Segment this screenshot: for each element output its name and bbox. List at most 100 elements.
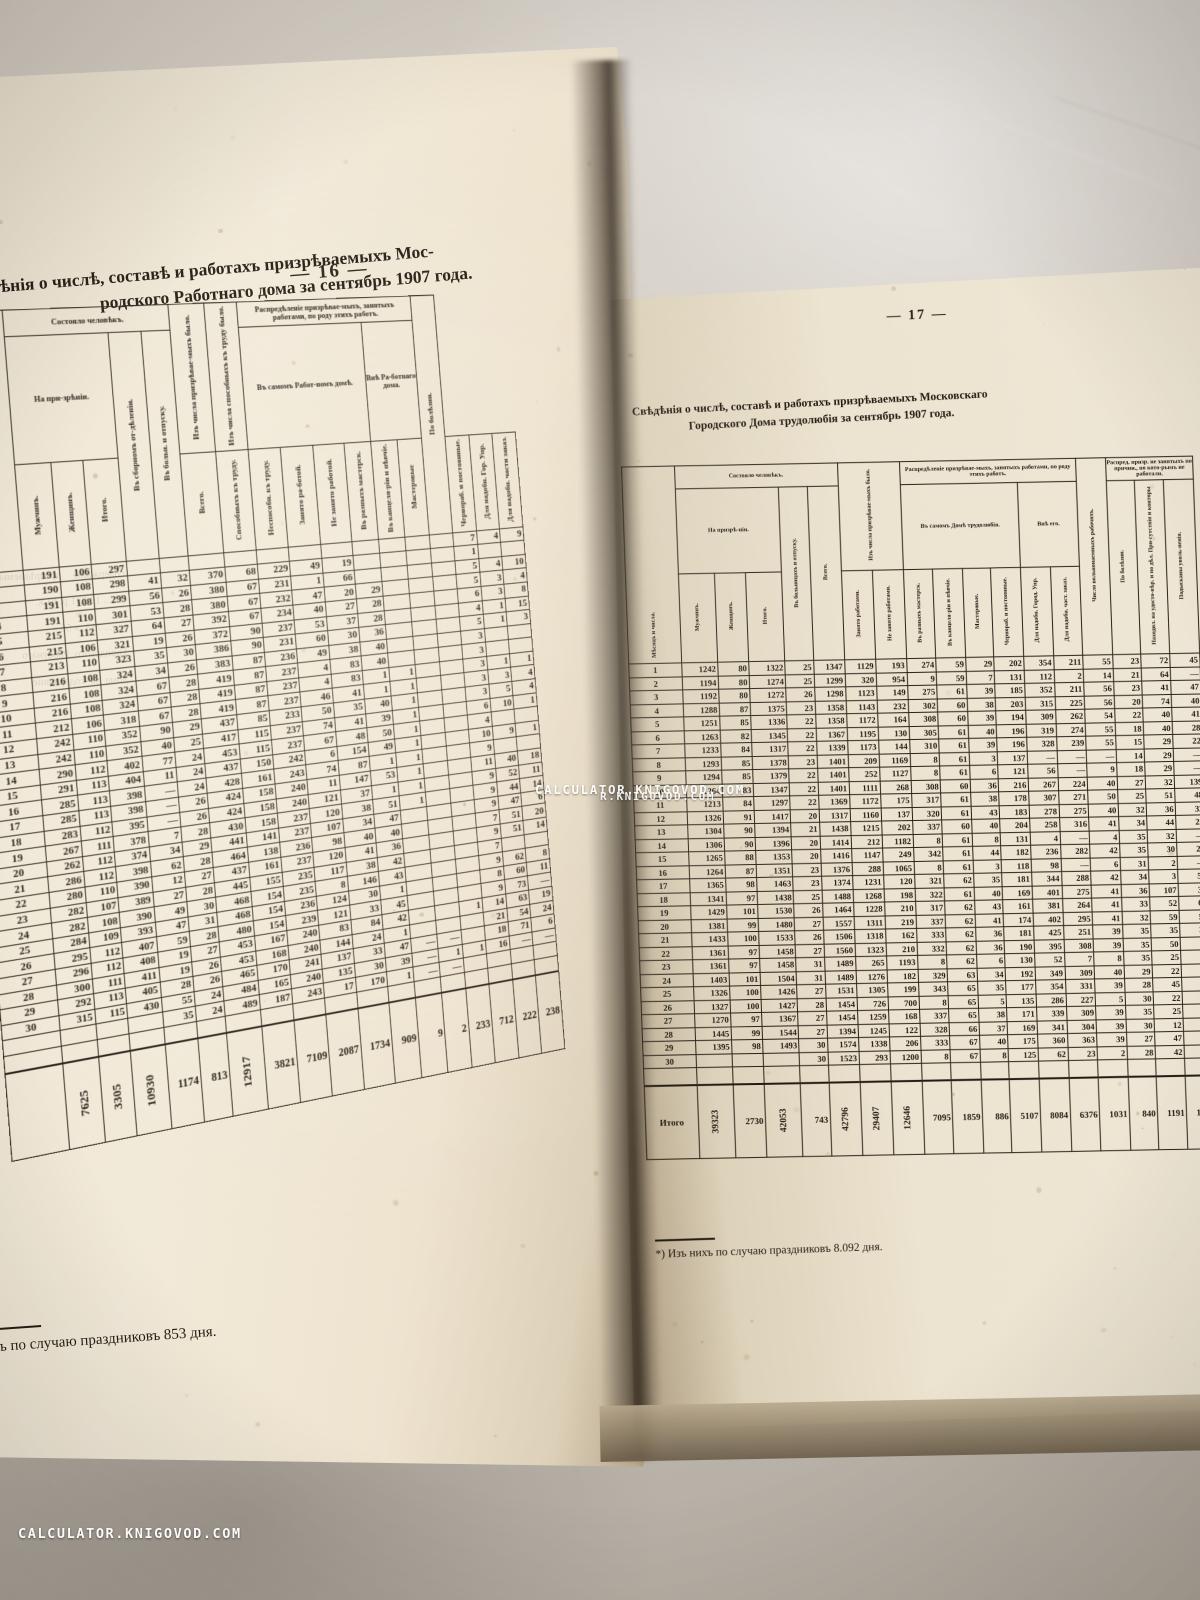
cell-bo: 27 [795, 944, 824, 958]
cell-mv: 39 [969, 738, 998, 752]
paper-foxing-speck [231, 136, 234, 139]
cell-bo: 25 [785, 660, 814, 674]
cell-w: 100 [730, 985, 761, 999]
cell-vn: 54 [1085, 709, 1115, 723]
cell-kn: 60 [938, 711, 968, 725]
cell-bo: 22 [790, 795, 819, 809]
cell-ch: 262 [1055, 709, 1085, 723]
cell-ch: 308 [1064, 939, 1094, 953]
cell-za: 293 [859, 1050, 890, 1064]
cell-cr: 174 [1003, 913, 1033, 927]
paper-foxing-speck [533, 517, 536, 520]
cell-ms: 329 [918, 968, 948, 982]
th-group-raspred: Распредѣленіе призрѣвае-мыхъ, занятыхъ р… [899, 458, 1076, 484]
cell-nz: 164 [877, 713, 908, 727]
cell-w: 100 [728, 931, 759, 945]
cell-gu: 425 [1034, 926, 1064, 940]
cell-spacer [1156, 1058, 1186, 1076]
cell-it: 1533 [759, 931, 796, 945]
cell-nz: 193 [875, 659, 906, 673]
cell-kn: 61 [940, 765, 970, 779]
cell-nz: 268 [880, 780, 911, 794]
footnote-rule [655, 1238, 715, 1241]
total-ud: 1191 [1156, 1076, 1188, 1150]
cell-it: 1378 [752, 755, 789, 769]
th-v-samom-rabotnom: Въ самомъ Работ-номъ домѣ. [238, 322, 370, 449]
cell-za: 1245 [858, 1023, 889, 1037]
cell-kn: 61 [943, 860, 973, 874]
cell-vs: 1299 [814, 673, 845, 687]
cell-za: 1338 [858, 1037, 889, 1051]
cell-ms: 9 [907, 672, 937, 686]
cell-mv: 3 [969, 751, 998, 765]
cell-ch: — [1057, 763, 1087, 777]
cell-pb: 15 [1116, 735, 1145, 749]
right-page: — 17 — Свѣдѣнія о числѣ, составѣ и работ… [604, 267, 1200, 1430]
cell-nz: 249 [882, 847, 913, 861]
paper-foxing-speck [892, 286, 897, 291]
cell-bo: 21 [791, 822, 820, 836]
cell-bo: 28 [797, 998, 826, 1012]
th-v-samom-dome: Въ самомъ Домѣ трудолюбія. [900, 482, 1020, 569]
cell-ud: 2 [1148, 856, 1177, 870]
cell-gu: 267 [1028, 777, 1058, 791]
paper-foxing-speck [672, 1322, 677, 1327]
cell-it: 1272 [750, 688, 787, 702]
paper-foxing-speck [1113, 1267, 1117, 1271]
cell-mv: 8 [972, 832, 1001, 846]
watermark-bottom: CALCULATOR.KNIGOVOD.COM [18, 1526, 242, 1542]
cell-uv: 139 [1174, 774, 1200, 788]
cell-gu: 319 [1026, 723, 1056, 737]
cell-uv: 50 [1179, 909, 1200, 923]
cell-w: 85 [720, 716, 751, 730]
cell-ch: 264 [1062, 898, 1092, 912]
cell-uv: 29 [1177, 842, 1200, 856]
cell-cr: 190 [1004, 940, 1034, 954]
cell-vn: 41 [1092, 897, 1122, 911]
cell-mv: 40 [974, 886, 1003, 900]
th-uvoln: Подысканы уволь-ненія. [1164, 479, 1200, 653]
cell-vs: 1414 [820, 835, 851, 849]
th-group-raspred2: Распред. призр. не занятыхъ по причин., … [1105, 456, 1193, 481]
right-page-caption: Свѣдѣнія о числѣ, составѣ и работахъ при… [632, 376, 1200, 438]
paper-foxing-speck [256, 1422, 260, 1426]
cell-it: 1351 [756, 863, 793, 877]
cell-ms: 310 [909, 739, 939, 753]
cell-w: 101 [727, 904, 758, 918]
cell-kn: 63 [947, 968, 977, 982]
cell-m: 1192 [682, 689, 719, 703]
cell-za: 1123 [845, 686, 876, 700]
cell-vn: 39 [1093, 924, 1123, 938]
cell-mv: 6 [970, 765, 999, 779]
cell-kn: 61 [939, 752, 969, 766]
cell-gu: 344 [1032, 872, 1062, 886]
cell-spacer [828, 1065, 860, 1083]
cell-pb: 30 [1125, 991, 1154, 1005]
cell-vn: 55 [1085, 722, 1115, 736]
cell-mv: 44 [973, 846, 1002, 860]
cell-gu: 315 [1025, 696, 1055, 710]
cell-mv: 38 [979, 1008, 1008, 1022]
cell-pb: 23 [1113, 654, 1142, 668]
th-chast: Для надобн. част. заказ. [1050, 566, 1083, 656]
cell-vs: 1574 [827, 1038, 858, 1052]
cell-uv: — [1176, 828, 1200, 842]
cell-kn: 61 [938, 725, 968, 739]
cell-gu: 354 [1036, 980, 1066, 994]
th-gor-upr: Для надобн. Город. Упр. [1020, 566, 1053, 656]
cell-nz: 137 [881, 807, 912, 821]
cell-m: 1251 [683, 716, 720, 730]
cell-spacer [1098, 1059, 1128, 1077]
cell-gu: 349 [1035, 966, 1065, 980]
cell-kn: 62 [945, 900, 975, 914]
paper-foxing-speck [521, 1244, 526, 1249]
left-table-body: 1191106297749219010829841323706822949191… [0, 526, 565, 1161]
cell-cr: 194 [996, 710, 1026, 724]
cell-vs: 1531 [825, 984, 856, 998]
cell-vs: 1489 [825, 970, 856, 984]
cell-vs: 1339 [816, 741, 847, 755]
cell-it: 1353 [756, 850, 793, 864]
cell-ch: 271 [1058, 790, 1088, 804]
cell-ch: 239 [1056, 736, 1086, 750]
footnote-text: *) Изъ нихъ по случаю праздниковъ 8.092 … [655, 1240, 883, 1261]
